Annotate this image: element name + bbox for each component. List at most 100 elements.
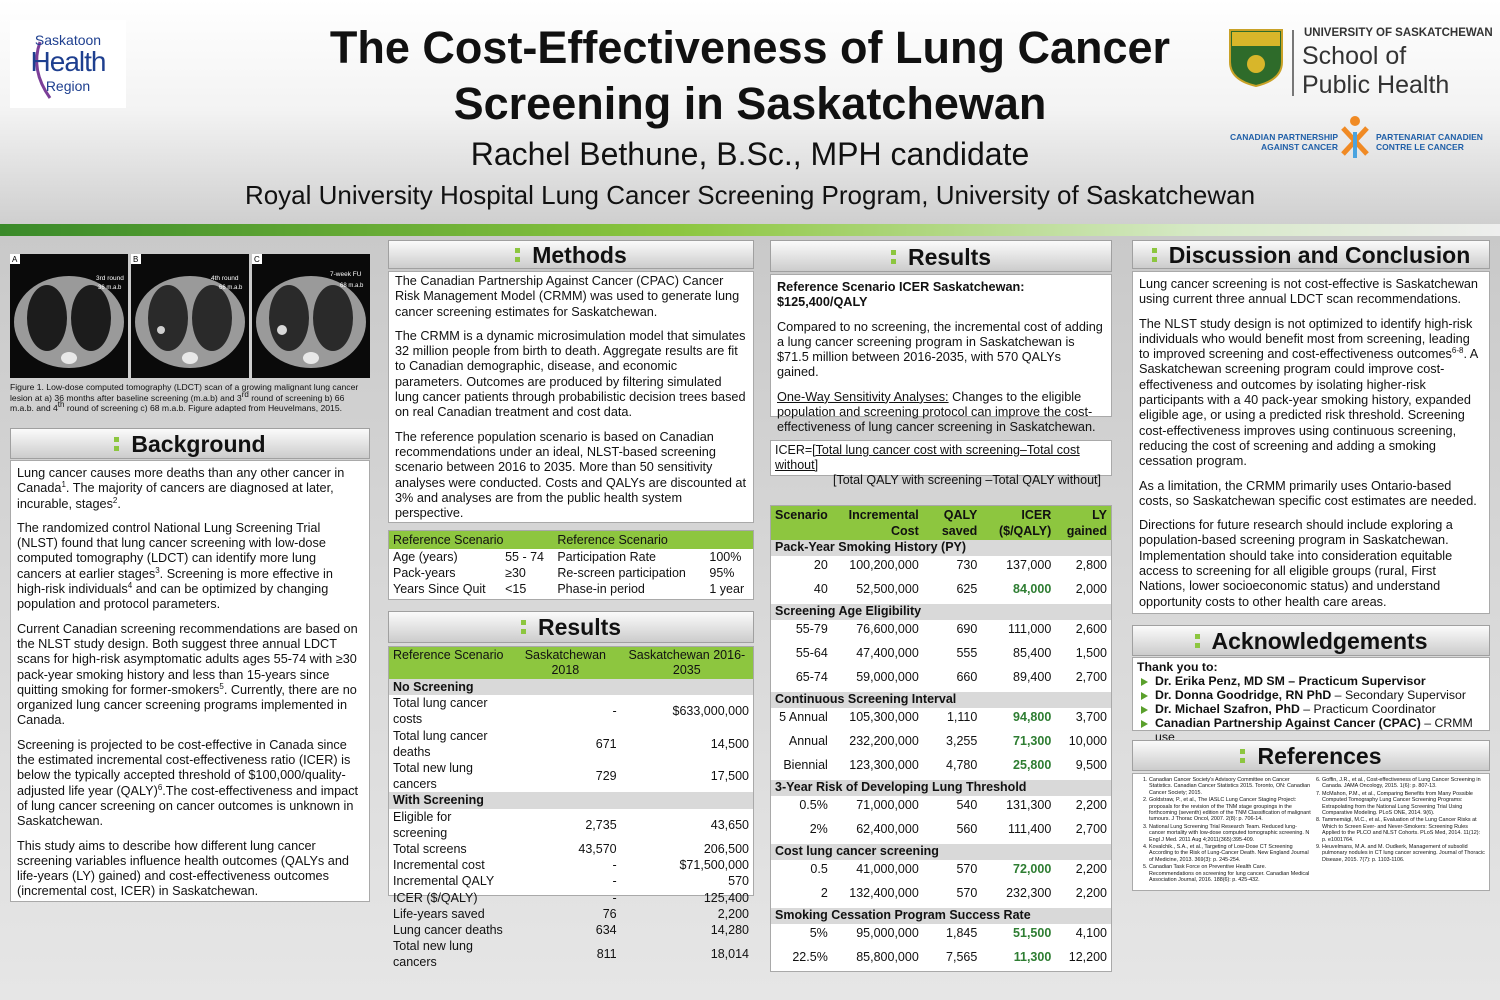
table-cell: 2 xyxy=(820,886,828,900)
lesion xyxy=(157,326,165,334)
panel-round: 4th round xyxy=(211,275,239,282)
paragraph: The reference population scenario is bas… xyxy=(395,430,747,522)
health-region-logo: Saskatoon Health Region xyxy=(10,20,126,108)
panel-letter: C xyxy=(254,255,260,264)
table-cell: - xyxy=(612,890,617,905)
table-row: Total new lung cancers 811 18,014 xyxy=(389,938,753,970)
table-cell: 4,780 xyxy=(946,758,978,772)
table-row: 40 52,500,000 625 84,000 2,000 xyxy=(771,580,1111,604)
table-cell: 1 year xyxy=(709,582,745,596)
table-cell: Total new lung cancers xyxy=(393,761,473,792)
reference: Canadian Cancer Society's Advisory Commi… xyxy=(1149,777,1312,796)
table-cell: 100,200,000 xyxy=(849,558,919,572)
table-cell: 2,200 xyxy=(1075,862,1107,876)
reference: Goffin, J.R., et al., Cost-effectiveness… xyxy=(1322,777,1485,790)
header-row: Reference Scenario Reference Scenario xyxy=(389,531,753,549)
table-cell: 9,500 xyxy=(1075,758,1107,772)
panel-letter: B xyxy=(133,255,138,264)
table-row: Total new lung cancers 729 17,500 xyxy=(389,760,753,792)
paragraph: The CRMM is a dynamic microsimulation mo… xyxy=(395,329,747,421)
table-cell: 137,000 xyxy=(1006,558,1052,572)
header-cell: Scenario xyxy=(771,506,832,540)
header-cell: ICER ($/QALY) xyxy=(981,506,1056,540)
sensitivity-table: Scenario Incremental Cost QALY saved ICER (… xyxy=(771,506,1111,972)
school-line: School of xyxy=(1302,42,1407,70)
header-cell: Saskatchewan 2018 xyxy=(510,647,621,679)
table-cell: 730 xyxy=(956,558,978,572)
table-cell: 62,400,000 xyxy=(856,822,919,836)
heading-text: Discussion and Conclusion xyxy=(1168,242,1471,268)
table-row: Biennial 123,300,000 4,780 25,800 9,500 xyxy=(771,756,1111,780)
background-text: Lung cancer causes more deaths than any … xyxy=(10,460,370,902)
acknowledgements: Thank you to: Dr. Erika Penz, MD SM – Pr… xyxy=(1132,657,1490,744)
table-row: 2% 62,400,000 560 111,400 2,700 xyxy=(771,820,1111,844)
section-title: With Screening xyxy=(389,792,753,809)
table-cell: Pack-years xyxy=(393,566,456,580)
table-cell: 570 xyxy=(956,886,978,900)
paragraph: The Canadian Partnership Against Cancer … xyxy=(395,274,747,320)
table-cell: 729 xyxy=(595,769,617,784)
panel-time: 66 m.a.b xyxy=(219,285,243,291)
ct-figure: A 3rd round 36 m.a.b B 4th round 66 m.a.… xyxy=(10,254,370,378)
ack-item: Dr. Erika Penz, MD SM – Practicum Superv… xyxy=(1141,674,1485,688)
table-cell: 634 xyxy=(595,923,617,938)
text: The reference population scenario is bas… xyxy=(395,429,746,521)
table-cell: 95% xyxy=(709,566,735,580)
table-cell: 0.5% xyxy=(799,798,828,812)
table-cell: 5% xyxy=(809,926,828,940)
table-cell: 72,000 xyxy=(1013,862,1052,876)
table-cell: 2,200 xyxy=(1075,798,1107,812)
section-heading: References xyxy=(1132,740,1490,771)
table-cell: 11,300 xyxy=(1013,950,1052,964)
table-cell: 232,300 xyxy=(1006,886,1052,900)
table-cell: 43,650 xyxy=(710,817,749,832)
table-cell: 85,800,000 xyxy=(856,950,919,964)
panel-round: 7-week FU xyxy=(330,271,362,278)
heading-text: Results xyxy=(537,614,622,640)
table-row: 5 Annual 105,300,000 1,110 94,800 3,700 xyxy=(771,708,1111,732)
logo-text: Health xyxy=(30,46,107,77)
text-run: . xyxy=(117,496,121,511)
cpac-line: CONTRE LE CANCER xyxy=(1376,142,1464,152)
table-cell: 14,280 xyxy=(710,923,749,938)
table-row: 65-74 59,000,000 660 89,400 2,700 xyxy=(771,668,1111,692)
table-cell: 1,845 xyxy=(946,926,978,940)
text: As a limitation, the CRMM primarily uses… xyxy=(1139,478,1477,508)
text-run: and can be optimized by changing populat… xyxy=(17,582,329,612)
author: Rachel Bethune, B.Sc., MPH candidate xyxy=(470,136,1030,172)
figure-caption: Figure 1. Low-dose computed tomography (… xyxy=(10,382,370,414)
text-run: . The majority of cancers are diagnosed … xyxy=(17,481,334,511)
text-run: .The cost-effectiveness and impact of lu… xyxy=(17,783,359,829)
table-row: Incremental cost - $71,500,000 xyxy=(389,857,753,873)
lung xyxy=(269,285,309,351)
table-cell: 71,000,000 xyxy=(856,798,919,812)
table-cell: Age (years) xyxy=(393,550,458,564)
section-row: Cost lung cancer screening xyxy=(771,844,1111,860)
table-cell: 125,400 xyxy=(703,890,749,905)
school-line: Public Health xyxy=(1302,71,1450,99)
superscript: rd xyxy=(241,389,249,399)
text: The CRMM is a dynamic microsimulation mo… xyxy=(395,328,746,420)
header-cell: Reference Scenario xyxy=(389,647,511,679)
table-row: Pack-years ≥30 Re-screen participation 95% xyxy=(389,565,753,581)
superscript: 6-8 xyxy=(1451,345,1464,355)
text-run: . Currently, there are no organized lung… xyxy=(17,682,357,728)
table-row: Incremental QALY - 570 xyxy=(389,873,753,889)
paragraph: The NLST study design is not optimized t… xyxy=(1139,317,1483,470)
table-cell: ICER ($/QALY) xyxy=(393,890,478,905)
divider xyxy=(1292,30,1294,96)
reference: McMahon, P.M., et al., Comparing Benefit… xyxy=(1322,791,1485,817)
text-run: Screening is projected to be cost-effect… xyxy=(17,737,351,798)
table-cell: 76,600,000 xyxy=(856,622,919,636)
heading-text: Methods xyxy=(532,242,627,268)
text: Lung cancer screening is not cost-effect… xyxy=(1139,277,1478,307)
table-cell: 3,700 xyxy=(1075,710,1107,724)
section-row: With Screening xyxy=(389,792,753,809)
school-name: School of Public Health xyxy=(1302,42,1449,100)
superscript: 4 xyxy=(127,580,133,590)
table-cell: 555 xyxy=(956,646,978,660)
panel-time: 68 m.a.b xyxy=(340,283,364,289)
table-row: 2 132,400,000 570 232,300 2,200 xyxy=(771,884,1111,908)
paragraph: As a limitation, the CRMM primarily uses… xyxy=(1139,479,1483,510)
